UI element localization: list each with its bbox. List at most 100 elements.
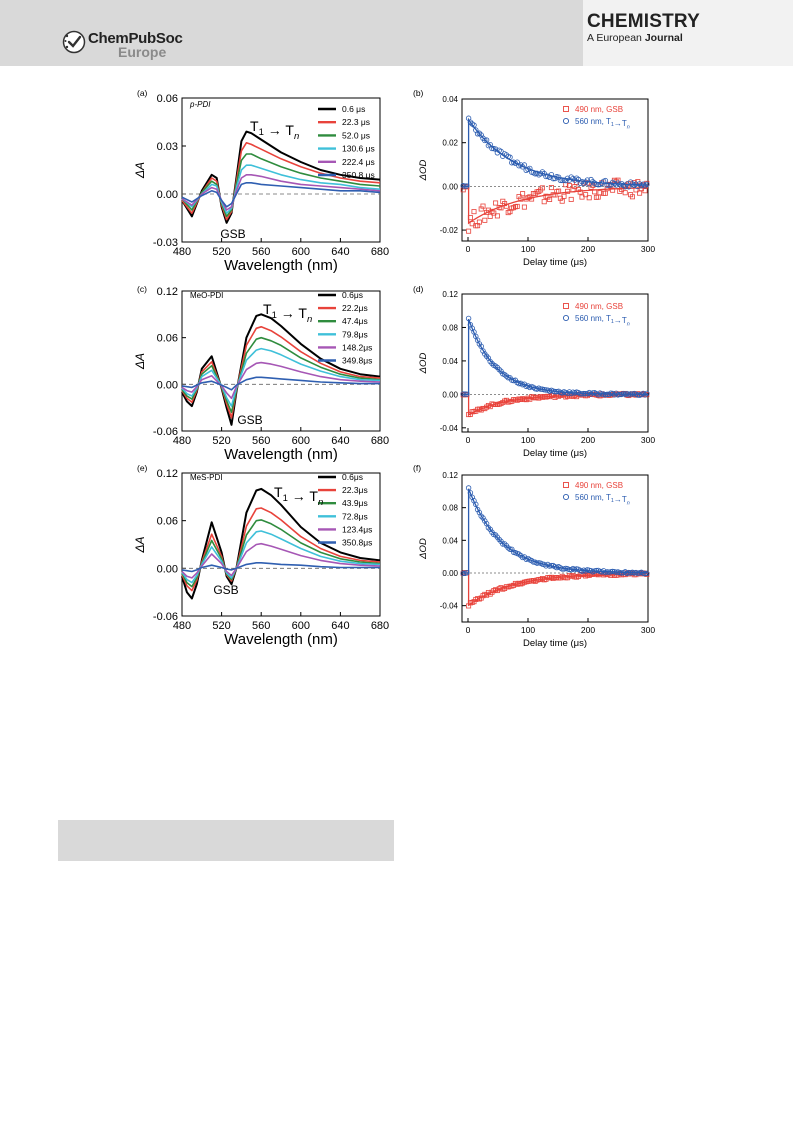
y-axis-label: ΔOD — [418, 160, 429, 182]
brand-region: Europe — [118, 44, 167, 60]
legend-label: 490 nm, GSB — [575, 302, 623, 311]
fit-line — [463, 572, 648, 607]
series-line — [181, 530, 381, 584]
data-point — [622, 190, 628, 196]
data-point — [521, 204, 527, 210]
y-tick-label: 0.04 — [442, 357, 458, 366]
x-tick-label: 480 — [173, 435, 191, 447]
x-axis-label: Wavelength (nm) — [224, 257, 338, 274]
x-tick-label: 600 — [292, 435, 310, 447]
x-tick-label: 200 — [581, 625, 595, 635]
data-point — [548, 185, 554, 191]
data-point — [644, 390, 650, 397]
y-tick-label: 0.12 — [157, 286, 178, 298]
x-tick-label: 640 — [331, 435, 349, 447]
x-tick-label: 200 — [581, 244, 595, 254]
data-point — [566, 183, 572, 189]
legend-label: 350.8 μs — [342, 170, 375, 180]
data-point — [583, 192, 589, 198]
x-tick-label: 480 — [173, 620, 191, 632]
y-tick-label: 0.00 — [157, 189, 178, 201]
chart-panel-b: (b) -0.02 0.00 0.02 0.04 0 100 200 300 Delay time… — [413, 88, 655, 268]
plot-frame — [181, 472, 381, 617]
data-point — [478, 343, 484, 350]
legend-label: 560 nm, T1→Tn — [575, 493, 630, 506]
data-point — [507, 546, 513, 552]
data-point — [644, 570, 650, 576]
data-point — [476, 130, 483, 136]
legend-label: 350.8μs — [342, 538, 372, 548]
legend-marker — [562, 314, 570, 322]
legend-marker — [563, 106, 569, 112]
y-tick-label: -0.04 — [440, 602, 459, 611]
data-point — [610, 187, 616, 193]
compound-label: MeS-PDI — [190, 473, 222, 482]
legend-label: 490 nm, GSB — [575, 105, 623, 114]
series-line — [181, 142, 381, 221]
panel-label: (f) — [413, 463, 421, 473]
y-tick-label: 0.08 — [442, 504, 458, 513]
y-tick-label: 0.06 — [157, 516, 178, 528]
data-point — [487, 213, 493, 219]
data-point — [559, 198, 565, 204]
transition-annotation: T1 → Tn — [274, 484, 323, 508]
data-point — [498, 538, 504, 545]
data-point — [613, 390, 619, 397]
data-point — [642, 188, 648, 194]
data-point — [485, 525, 492, 531]
data-point — [615, 177, 621, 183]
legend-label: 79.8μs — [342, 329, 368, 339]
chart-panel-d: (d) -0.04 0.00 0.04 0.08 0.12 0 100 200 300 Delay … — [413, 284, 655, 459]
x-tick-label: 680 — [371, 620, 389, 632]
x-tick-label: 560 — [252, 246, 270, 258]
y-tick-label: 0.00 — [157, 563, 178, 575]
y-tick-label: 0.00 — [442, 182, 458, 191]
x-tick-label: 100 — [521, 625, 535, 635]
x-tick-label: 560 — [252, 620, 270, 632]
data-point — [586, 195, 592, 201]
data-point — [471, 209, 477, 215]
plot-frame — [461, 98, 649, 242]
y-axis-label: ΔA — [133, 353, 147, 370]
brand-name: ChemPubSoc — [88, 30, 183, 47]
journal-subtitle: A European Journal — [587, 32, 683, 44]
data-point — [494, 213, 500, 219]
chart-panel-f: (f) -0.04 0.00 0.04 0.08 0.12 0 100 200 300 Delay … — [413, 463, 655, 649]
gsb-annotation: GSB — [213, 583, 238, 597]
data-point — [541, 199, 547, 205]
data-point — [480, 203, 486, 209]
legend-label: 490 nm, GSB — [575, 481, 623, 490]
series-line — [181, 130, 381, 224]
data-point — [489, 360, 495, 367]
data-point — [529, 196, 535, 202]
gsb-annotation: GSB — [237, 413, 262, 427]
data-point — [561, 193, 567, 199]
data-point — [501, 541, 508, 547]
y-tick-label: 0.04 — [442, 95, 458, 104]
legend-label: 130.6 μs — [342, 144, 375, 154]
x-tick-label: 560 — [252, 435, 270, 447]
y-tick-label: 0.06 — [157, 93, 178, 105]
x-tick-label: 300 — [641, 435, 655, 445]
plot-frame — [461, 293, 649, 433]
legend-label: 22.3 μs — [342, 117, 370, 127]
x-tick-label: 300 — [641, 244, 655, 254]
data-point — [597, 190, 603, 196]
data-point — [637, 190, 643, 196]
legend-label: 123.4μs — [342, 524, 372, 534]
legend-marker — [562, 493, 570, 501]
caption-placeholder-box — [58, 820, 394, 861]
panel-label: (a) — [137, 88, 148, 98]
legend-label: 52.0 μs — [342, 130, 370, 140]
legend-label: 148.2μs — [342, 342, 372, 352]
y-tick-label: -0.04 — [440, 424, 459, 433]
chart-panel-e: (e) -0.06 0.00 0.06 0.12 480 520 560 600 640 680 Wa… — [133, 463, 389, 648]
y-tick-label: 0.02 — [442, 139, 458, 148]
series-line — [181, 174, 381, 211]
y-tick-label: 0.00 — [442, 569, 458, 578]
legend-marker — [562, 117, 570, 125]
data-point — [539, 169, 546, 175]
legend-label: 560 nm, T1→Tn — [575, 314, 630, 327]
x-tick-label: 680 — [371, 246, 389, 258]
chempubsoc-logo-icon — [62, 30, 86, 54]
